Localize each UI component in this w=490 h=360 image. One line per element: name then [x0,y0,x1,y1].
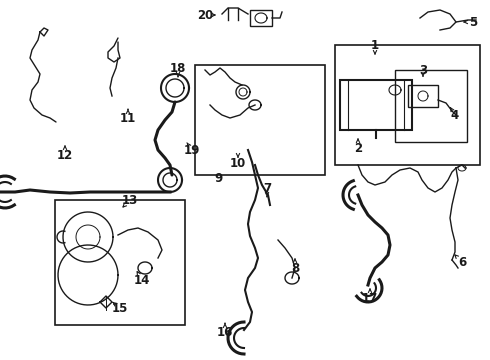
Text: 15: 15 [112,302,128,315]
Text: 12: 12 [57,149,73,162]
Text: 2: 2 [354,141,362,154]
Text: 11: 11 [120,112,136,125]
Text: 8: 8 [291,261,299,274]
Text: 17: 17 [362,292,378,305]
Text: 7: 7 [263,181,271,194]
Text: 19: 19 [184,144,200,157]
Text: 9: 9 [214,171,222,185]
Bar [408,85,438,107]
Bar [395,70,467,142]
Text: 13: 13 [122,194,138,207]
Text: 5: 5 [469,15,477,28]
Text: 20: 20 [197,9,213,22]
Bar [335,45,480,165]
Bar [55,200,185,325]
Bar [250,10,272,26]
Bar [195,65,325,175]
Text: 14: 14 [134,274,150,287]
Text: 3: 3 [419,63,427,77]
Bar [340,80,412,130]
Text: 1: 1 [371,39,379,51]
Text: 16: 16 [217,325,233,338]
Text: 6: 6 [458,256,466,269]
Text: 10: 10 [230,157,246,170]
Text: 18: 18 [170,62,186,75]
Text: 4: 4 [451,108,459,122]
